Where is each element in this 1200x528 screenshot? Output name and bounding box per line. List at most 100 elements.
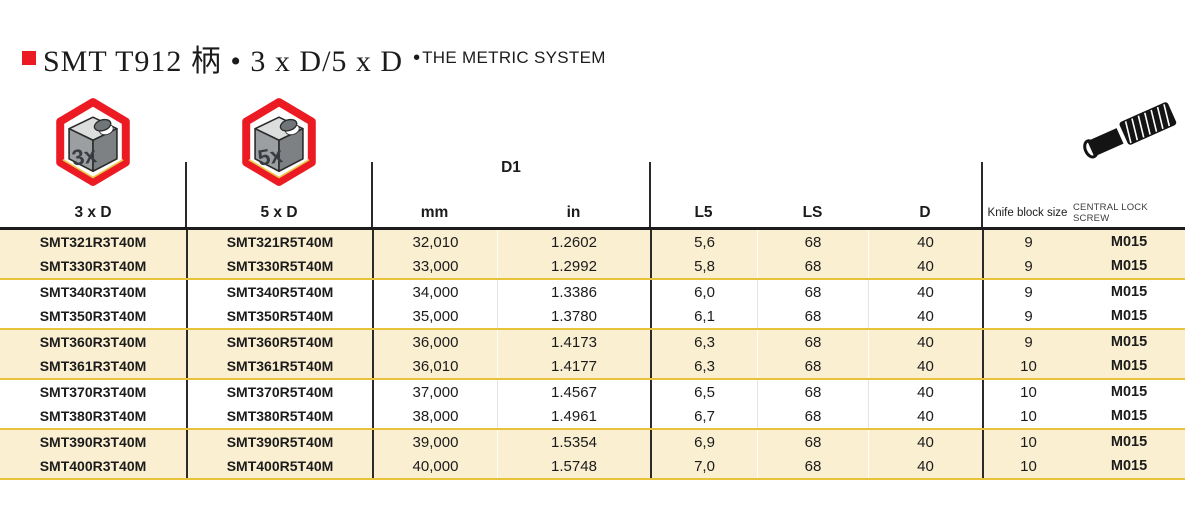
col-header-l5: L5 bbox=[694, 203, 713, 221]
cell-l5: 6,3 bbox=[650, 330, 757, 354]
cell-3xd-code: SMT370R3T40M bbox=[39, 384, 147, 400]
col-header-mm: mm bbox=[420, 203, 449, 221]
cell-knife-block-size: 10 bbox=[982, 454, 1073, 478]
title-system-text: THE METRIC SYSTEM bbox=[422, 48, 606, 67]
cell-d: 40 bbox=[868, 230, 982, 254]
cell-ls: 68 bbox=[757, 354, 868, 378]
table-row: SMT370R3T40M SMT370R5T40M 37,000 1.4567 6,5 6… bbox=[0, 380, 1185, 404]
table-row: SMT350R3T40M SMT350R5T40M 35,000 1.3780 6,1 6… bbox=[0, 304, 1185, 328]
table-row: SMT340R3T40M SMT340R5T40M 34,000 1.3386 6,0 6… bbox=[0, 280, 1185, 304]
cell-l5: 6,9 bbox=[650, 430, 757, 454]
cell-d1-in: 1.5748 bbox=[497, 454, 650, 478]
col-header-knife-block-size: Knife block size bbox=[987, 206, 1068, 219]
cell-d: 40 bbox=[868, 354, 982, 378]
cell-d: 40 bbox=[868, 454, 982, 478]
cell-5xd-code: SMT360R5T40M bbox=[186, 330, 372, 354]
cell-d1-mm: 35,000 bbox=[372, 304, 497, 328]
table-row: SMT390R3T40M SMT390R5T40M 39,000 1.5354 6,9 6… bbox=[0, 430, 1185, 454]
cell-knife-block-size: 9 bbox=[982, 330, 1073, 354]
col-header-in: in bbox=[566, 203, 581, 221]
cell-5xd-code: SMT330R5T40M bbox=[186, 254, 372, 278]
cell-knife-block-size: 10 bbox=[982, 354, 1073, 378]
header-divider bbox=[649, 162, 651, 227]
cell-d1-in: 1.2992 bbox=[497, 254, 650, 278]
cell-knife-block-size: 10 bbox=[982, 430, 1073, 454]
cell-d: 40 bbox=[868, 430, 982, 454]
cube-label-5x: 5x bbox=[256, 142, 285, 171]
gold-row-separator bbox=[0, 428, 1185, 430]
col-header-central-lock-screw: CENTRAL LOCK SCREW bbox=[1073, 201, 1148, 224]
col-header-3xd: 3 x D bbox=[74, 203, 112, 221]
cell-ls: 68 bbox=[757, 330, 868, 354]
cell-l5: 6,0 bbox=[650, 280, 757, 304]
header-divider bbox=[981, 162, 983, 227]
cell-l5: 5,6 bbox=[650, 230, 757, 254]
cell-lock-screw: M015 bbox=[1110, 434, 1148, 450]
cell-d: 40 bbox=[868, 404, 982, 428]
cell-3xd-code: SMT380R3T40M bbox=[39, 408, 147, 424]
badge-5xd-hexagon-icon: 5x bbox=[242, 98, 316, 186]
cell-knife-block-size: 9 bbox=[982, 230, 1073, 254]
cell-l5: 6,3 bbox=[650, 354, 757, 378]
cell-l5: 6,5 bbox=[650, 380, 757, 404]
cell-d: 40 bbox=[868, 280, 982, 304]
cell-knife-block-size: 9 bbox=[982, 304, 1073, 328]
cell-d1-in: 1.2602 bbox=[497, 230, 650, 254]
cell-ls: 68 bbox=[757, 304, 868, 328]
cell-d1-mm: 36,010 bbox=[372, 354, 497, 378]
cell-d1-mm: 38,000 bbox=[372, 404, 497, 428]
title-product-text: SMT T912 柄 • 3 x D/5 x D bbox=[43, 45, 404, 78]
cell-d1-in: 1.4173 bbox=[497, 330, 650, 354]
cell-ls: 68 bbox=[757, 430, 868, 454]
cell-d1-in: 1.3386 bbox=[497, 280, 650, 304]
cell-3xd-code: SMT350R3T40M bbox=[39, 308, 147, 324]
cell-5xd-code: SMT400R5T40M bbox=[186, 454, 372, 478]
cell-knife-block-size: 9 bbox=[982, 254, 1073, 278]
col-header-ls: LS bbox=[802, 203, 823, 221]
central-lock-screw-icon bbox=[1083, 102, 1177, 159]
cell-d1-in: 1.5354 bbox=[497, 430, 650, 454]
cell-lock-screw: M015 bbox=[1110, 408, 1148, 424]
cell-ls: 68 bbox=[757, 230, 868, 254]
cell-lock-screw: M015 bbox=[1110, 384, 1148, 400]
gold-row-separator bbox=[0, 328, 1185, 330]
cell-d: 40 bbox=[868, 254, 982, 278]
title-bullet: • bbox=[413, 47, 421, 69]
cell-d1-in: 1.3780 bbox=[497, 304, 650, 328]
cell-3xd-code: SMT400R3T40M bbox=[39, 458, 147, 474]
col-header-d: D bbox=[919, 203, 931, 221]
table-row: SMT321R3T40M SMT321R5T40M 32,010 1.2602 5,6 6… bbox=[0, 230, 1185, 254]
cell-3xd-code: SMT340R3T40M bbox=[39, 284, 147, 300]
cell-3xd-code: SMT330R3T40M bbox=[39, 258, 147, 274]
cell-l5: 7,0 bbox=[650, 454, 757, 478]
cell-l5: 6,1 bbox=[650, 304, 757, 328]
header-divider bbox=[371, 162, 373, 227]
table-row: SMT360R3T40M SMT360R5T40M 36,000 1.4173 6,3 6… bbox=[0, 330, 1185, 354]
cell-3xd-code: SMT321R3T40M bbox=[39, 234, 147, 250]
cell-ls: 68 bbox=[757, 380, 868, 404]
cell-5xd-code: SMT380R5T40M bbox=[186, 404, 372, 428]
cell-knife-block-size: 9 bbox=[982, 280, 1073, 304]
cell-d1-mm: 36,000 bbox=[372, 330, 497, 354]
cube-notch bbox=[93, 118, 114, 136]
cell-3xd-code: SMT390R3T40M bbox=[39, 434, 147, 450]
cell-lock-screw: M015 bbox=[1110, 308, 1148, 324]
cell-5xd-code: SMT340R5T40M bbox=[186, 280, 372, 304]
cell-ls: 68 bbox=[757, 454, 868, 478]
cell-ls: 68 bbox=[757, 254, 868, 278]
cell-lock-screw: M015 bbox=[1110, 334, 1148, 350]
cell-d1-in: 1.4177 bbox=[497, 354, 650, 378]
table-header-row: 3 x D 5 x D mm in L5 LS D Knife block si… bbox=[0, 198, 1185, 227]
cube-notch bbox=[279, 118, 300, 136]
cube-label-3x: 3x bbox=[70, 142, 99, 171]
cell-d1-mm: 33,000 bbox=[372, 254, 497, 278]
red-square-marker bbox=[22, 51, 36, 65]
cell-5xd-code: SMT390R5T40M bbox=[186, 430, 372, 454]
cell-d1-mm: 39,000 bbox=[372, 430, 497, 454]
table-body: SMT321R3T40M SMT321R5T40M 32,010 1.2602 5,6 6… bbox=[0, 230, 1185, 480]
header-divider bbox=[185, 162, 187, 227]
cell-d1-in: 1.4567 bbox=[497, 380, 650, 404]
table-row: SMT361R3T40M SMT361R5T40M 36,010 1.4177 6,3 6… bbox=[0, 354, 1185, 378]
col-header-d1-group: D1 bbox=[501, 159, 521, 176]
cell-d1-in: 1.4961 bbox=[497, 404, 650, 428]
